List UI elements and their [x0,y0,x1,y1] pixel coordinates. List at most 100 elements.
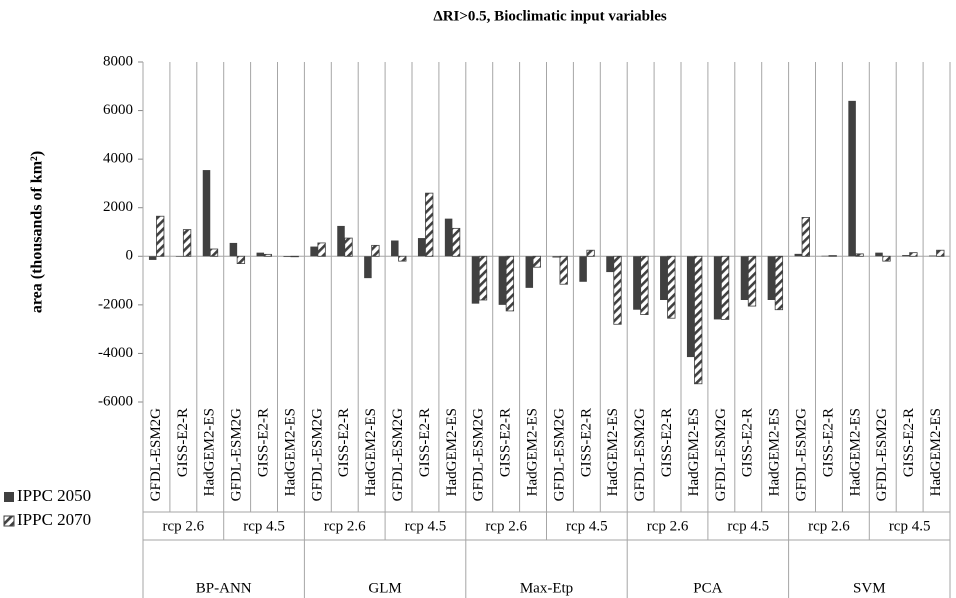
group-label: GLM [368,580,401,596]
y-tick-label: 2000 [103,199,133,215]
x-tick-label: GISS-E2-R [578,408,594,477]
bar [451,227,461,257]
x-tick-label: HadGEM2-ES [524,408,540,496]
x-tick-label: GISS-E2-R [901,408,917,477]
bar [498,256,507,305]
x-tick-label: GISS-E2-R [740,408,756,477]
bar [552,256,560,258]
x-tick-label: GISS-E2-R [820,408,836,477]
group-label: SVM [853,580,886,596]
subgroup-label: rcp 4.5 [566,518,608,534]
group-label: PCA [693,580,722,596]
bar [686,256,695,358]
x-tick-label: GFDL-ESM2G [713,408,729,502]
bar [283,256,291,258]
bar [936,249,945,257]
x-tick-label: HadGEM2-ES [928,408,944,496]
legend-swatch [3,515,15,527]
bar [586,249,595,257]
bar [667,255,676,319]
bar [471,256,480,304]
bar [525,256,534,288]
bar [505,255,515,312]
bar [209,248,219,257]
bar [902,255,910,257]
x-tick-label: GFDL-ESM2G [390,408,406,502]
y-tick-label: -2000 [98,296,133,312]
bar [694,255,703,385]
y-axis-label: area (thousands of km²) [29,151,46,313]
group-label: BP-ANN [196,580,252,596]
bar [909,252,918,257]
bar [478,255,488,301]
x-tick-label: HadGEM2-ES [605,408,621,496]
bar [747,255,757,307]
chart-title: ΔRI>0.5, Bioclimatic input variables [433,8,667,24]
bar [202,170,211,257]
bar [559,255,568,285]
bar [606,256,614,273]
bar [317,242,326,257]
bar [740,256,749,300]
bar [713,256,722,320]
y-tick-label: 4000 [103,151,133,167]
x-tick-label: GFDL-ESM2G [148,408,164,502]
x-tick-label: HadGEM2-ES [202,408,218,496]
x-tick-label: GFDL-ESM2G [551,408,567,502]
bar [364,256,372,279]
legend-label: IPPC 2070 [17,510,91,529]
x-tick-label: GFDL-ESM2G [632,408,648,502]
subgroup-label: rcp 4.5 [727,518,769,534]
x-tick-label: HadGEM2-ES [444,408,460,496]
y-tick-label: -4000 [98,345,133,361]
bar [263,253,272,257]
x-tick-label: GFDL-ESM2G [229,408,245,502]
x-tick-label: GISS-E2-R [417,408,433,477]
bar [828,255,837,257]
legend-label: IPPC 2050 [17,486,91,505]
subgroup-label: rcp 2.6 [808,518,850,534]
x-tick-label: HadGEM2-ES [686,408,702,496]
bar [848,100,856,257]
bar [182,229,192,257]
subgroup-label: rcp 2.6 [324,518,366,534]
bar [767,256,776,300]
y-tick-label: 6000 [103,102,133,118]
bar [344,237,353,257]
bar [310,246,318,257]
bar [794,253,803,257]
bar [337,225,345,257]
x-tick-label: GISS-E2-R [498,408,514,477]
bar [417,238,426,257]
y-tick-label: 0 [126,248,134,264]
subgroup-label: rcp 4.5 [405,518,447,534]
legend-swatch [4,492,14,502]
bar [391,240,399,257]
subgroup-label: rcp 4.5 [889,518,931,534]
subgroup-label: rcp 2.6 [163,518,205,534]
bar [371,244,380,257]
x-tick-label: GFDL-ESM2G [471,408,487,502]
x-tick-label: HadGEM2-ES [282,408,298,496]
bar [640,255,649,315]
bar [236,255,246,264]
y-tick-label: -6000 [98,393,133,409]
bar [579,256,587,282]
bar [720,255,730,320]
x-tick-label: HadGEM2-ES [363,408,379,496]
subgroup-label: rcp 2.6 [485,518,527,534]
bar [398,255,407,262]
bar [882,255,891,262]
bar [444,218,453,257]
bar [256,252,265,257]
bar [801,217,810,257]
bar [875,252,883,257]
bar [855,253,864,257]
y-tick-label: 8000 [103,53,133,69]
bar [532,255,541,268]
bar [660,256,668,300]
bar [425,192,434,257]
bar [148,256,157,260]
subgroup-label: rcp 4.5 [243,518,285,534]
